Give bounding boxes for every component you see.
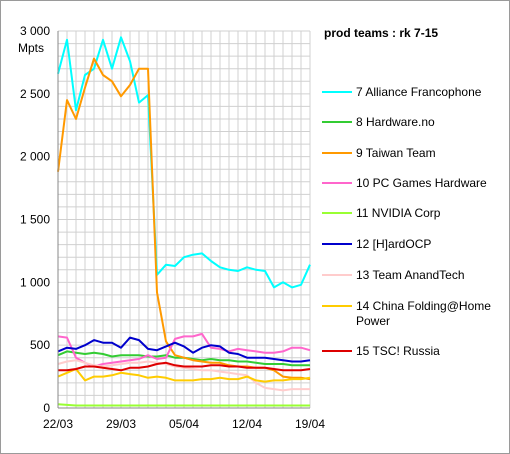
series-line-7 <box>57 359 310 392</box>
x-tick-label: 12/04 <box>232 417 262 431</box>
x-tick-labels: 22/03 29/03 05/04 12/04 19/04 <box>43 417 325 431</box>
y-tick-label: 500 <box>30 338 50 352</box>
y-tick-label: 2 000 <box>20 150 50 164</box>
x-tick-label: 05/04 <box>169 417 199 431</box>
legend-label: 10 PC Games Hardware <box>356 176 487 190</box>
series-line-8 <box>57 368 311 383</box>
legend-label: 7 Alliance Francophone <box>356 85 482 99</box>
y-tick-label: 1 000 <box>20 275 50 289</box>
legend-label: 13 Team AnandTech <box>356 268 465 282</box>
x-tick-label: 29/03 <box>106 417 136 431</box>
grid <box>57 30 311 409</box>
chart-title: prod teams : rk 7-15 <box>324 26 438 40</box>
y-tick-label: 2 500 <box>20 87 50 101</box>
y-tick-label: 0 <box>43 401 50 415</box>
series-layer <box>57 36 311 407</box>
y-tick-label: 1 500 <box>20 213 50 227</box>
series-line-4 <box>57 332 311 368</box>
y-tick-labels: 0 500 1 000 1 500 2 000 2 500 3 000 <box>20 24 50 415</box>
y-axis-label: Mpts <box>18 41 44 55</box>
series-line-6 <box>57 336 311 363</box>
legend-label: 15 TSC! Russia <box>356 344 440 358</box>
legend-label: 12 [H]ardOCP <box>356 237 431 251</box>
x-tick-label: 22/03 <box>43 417 73 431</box>
legend-label: 11 NVIDIA Corp <box>356 206 441 220</box>
axes <box>57 31 310 409</box>
series-line-1 <box>57 36 311 289</box>
series-line-5 <box>57 403 310 407</box>
series-line-9 <box>58 361 311 372</box>
legend-label: 8 Hardware.no <box>356 115 435 129</box>
legend-label: 9 Taiwan Team <box>356 146 436 160</box>
x-tick-label: 19/04 <box>295 417 325 431</box>
y-tick-label: 3 000 <box>20 24 50 38</box>
legend-label: 14 China Folding@Home Power <box>356 299 491 328</box>
legend: 7 Alliance Francophone 8 Hardware.no 9 Tai… <box>322 85 491 358</box>
